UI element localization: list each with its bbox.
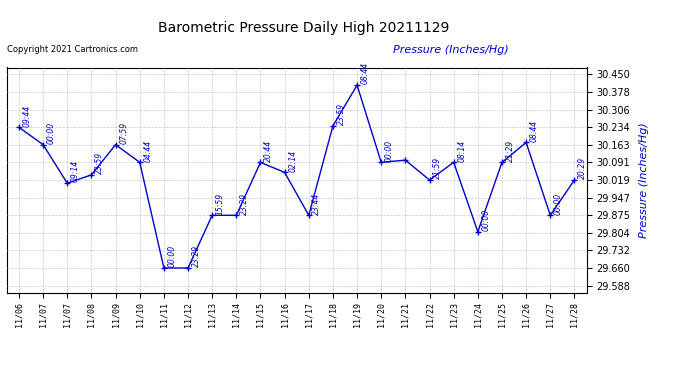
Text: 00:00: 00:00 (554, 192, 563, 214)
Text: 21:59: 21:59 (433, 157, 442, 179)
Text: 08:44: 08:44 (530, 120, 539, 142)
Text: 08:14: 08:14 (457, 140, 466, 162)
Text: 00:00: 00:00 (168, 245, 177, 267)
Text: 23:59: 23:59 (337, 103, 346, 125)
Text: 07:59: 07:59 (119, 122, 128, 144)
Text: 09:14: 09:14 (71, 160, 80, 183)
Text: 20:44: 20:44 (264, 140, 273, 162)
Text: 23:44: 23:44 (313, 192, 322, 214)
Text: 21:29: 21:29 (506, 140, 515, 162)
Text: 04:44: 04:44 (144, 140, 152, 162)
Y-axis label: Pressure (Inches/Hg): Pressure (Inches/Hg) (638, 122, 649, 238)
Text: 09:44: 09:44 (23, 105, 32, 127)
Text: Copyright 2021 Cartronics.com: Copyright 2021 Cartronics.com (7, 45, 138, 54)
Text: 02:14: 02:14 (288, 150, 297, 172)
Text: 08:44: 08:44 (361, 62, 370, 84)
Text: 23:59: 23:59 (95, 152, 104, 174)
Text: 00:00: 00:00 (385, 140, 394, 162)
Text: 15:59: 15:59 (216, 192, 225, 214)
Text: 23:29: 23:29 (240, 192, 249, 214)
Text: Pressure (Inches/Hg): Pressure (Inches/Hg) (393, 45, 509, 55)
Text: 00:00: 00:00 (482, 209, 491, 231)
Text: 23:29: 23:29 (192, 245, 201, 267)
Text: 20:29: 20:29 (578, 157, 587, 179)
Text: Barometric Pressure Daily High 20211129: Barometric Pressure Daily High 20211129 (158, 21, 449, 34)
Text: 00:00: 00:00 (47, 122, 56, 144)
